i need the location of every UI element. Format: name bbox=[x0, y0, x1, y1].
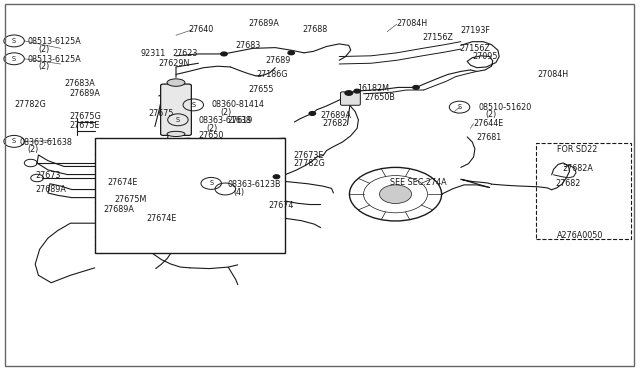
Text: (2): (2) bbox=[38, 62, 50, 71]
Text: 27682: 27682 bbox=[323, 119, 348, 128]
Text: 27655: 27655 bbox=[248, 85, 274, 94]
Text: (4): (4) bbox=[234, 188, 244, 197]
Text: 08363-6123B: 08363-6123B bbox=[227, 180, 281, 189]
Text: 27193F: 27193F bbox=[461, 26, 491, 35]
Text: 27689A: 27689A bbox=[104, 205, 134, 214]
Text: 27186G: 27186G bbox=[256, 70, 287, 79]
Text: 27689A: 27689A bbox=[248, 19, 279, 28]
Circle shape bbox=[273, 175, 280, 179]
Text: A276A0050: A276A0050 bbox=[557, 231, 603, 240]
Text: 27156Z: 27156Z bbox=[422, 33, 453, 42]
Text: S: S bbox=[458, 104, 461, 110]
Text: 08360-81414: 08360-81414 bbox=[211, 100, 264, 109]
Text: 27681: 27681 bbox=[477, 133, 502, 142]
Text: 27675M: 27675M bbox=[114, 195, 147, 203]
Text: 27682: 27682 bbox=[556, 179, 581, 187]
Text: 27674: 27674 bbox=[269, 201, 294, 210]
Text: S: S bbox=[209, 180, 213, 186]
Text: 27782G: 27782G bbox=[14, 100, 46, 109]
Text: 27683: 27683 bbox=[236, 41, 260, 50]
Text: 08363-61638: 08363-61638 bbox=[198, 116, 252, 125]
Text: SEE SEC.274A: SEE SEC.274A bbox=[390, 178, 447, 187]
Text: 27644E: 27644E bbox=[474, 119, 504, 128]
Text: FOR SD22: FOR SD22 bbox=[557, 145, 597, 154]
Text: (2): (2) bbox=[485, 110, 497, 119]
Text: 27650: 27650 bbox=[198, 131, 224, 140]
Text: 27095: 27095 bbox=[472, 52, 498, 61]
Circle shape bbox=[413, 86, 419, 89]
Text: S: S bbox=[12, 38, 16, 44]
Text: 27689A: 27689A bbox=[35, 185, 66, 194]
Text: S: S bbox=[12, 56, 16, 62]
Text: 92311: 92311 bbox=[141, 49, 166, 58]
Text: 08510-51620: 08510-51620 bbox=[479, 103, 532, 112]
Text: 27673: 27673 bbox=[35, 171, 61, 180]
Circle shape bbox=[288, 51, 294, 55]
Text: 27084H: 27084H bbox=[538, 70, 569, 79]
Text: 08363-61638: 08363-61638 bbox=[19, 138, 72, 147]
Text: (2): (2) bbox=[38, 45, 50, 54]
Text: 27640: 27640 bbox=[189, 25, 214, 34]
Circle shape bbox=[380, 185, 412, 203]
Text: 27683A: 27683A bbox=[64, 79, 95, 88]
Text: 27629N: 27629N bbox=[159, 60, 190, 68]
Text: 16182M: 16182M bbox=[357, 84, 389, 93]
Text: 27688: 27688 bbox=[302, 25, 327, 33]
Circle shape bbox=[354, 89, 360, 93]
Text: 27675E: 27675E bbox=[69, 121, 100, 130]
Text: S: S bbox=[176, 117, 180, 123]
Text: (2): (2) bbox=[206, 124, 218, 133]
Text: 27623: 27623 bbox=[173, 49, 198, 58]
Text: 27689: 27689 bbox=[266, 56, 291, 65]
FancyBboxPatch shape bbox=[161, 84, 191, 135]
Text: 27673E: 27673E bbox=[293, 151, 323, 160]
Text: 27782G: 27782G bbox=[293, 159, 325, 168]
Circle shape bbox=[309, 112, 316, 115]
Text: 27675G: 27675G bbox=[69, 112, 101, 121]
Bar bbox=[536, 143, 631, 239]
FancyBboxPatch shape bbox=[340, 92, 360, 105]
Text: 08513-6125A: 08513-6125A bbox=[28, 37, 81, 46]
Text: 27156Z: 27156Z bbox=[460, 44, 490, 53]
Text: 27674E: 27674E bbox=[146, 214, 176, 223]
Text: S: S bbox=[191, 102, 195, 108]
Text: 27650B: 27650B bbox=[365, 93, 396, 102]
Ellipse shape bbox=[167, 131, 185, 137]
Bar bbox=[95, 138, 285, 253]
Text: (2): (2) bbox=[221, 108, 232, 117]
Text: 27674E: 27674E bbox=[108, 178, 138, 187]
Text: (2): (2) bbox=[28, 145, 39, 154]
Text: S: S bbox=[12, 138, 16, 144]
Text: 27689A: 27689A bbox=[320, 111, 351, 120]
Text: 08513-6125A: 08513-6125A bbox=[28, 55, 81, 64]
Circle shape bbox=[221, 52, 227, 56]
Ellipse shape bbox=[167, 79, 185, 86]
Circle shape bbox=[345, 91, 353, 95]
Text: 27084H: 27084H bbox=[397, 19, 428, 28]
Text: 27689A: 27689A bbox=[69, 89, 100, 97]
Text: 27619: 27619 bbox=[227, 116, 253, 125]
Text: 27682A: 27682A bbox=[562, 164, 593, 173]
Text: 27675: 27675 bbox=[148, 109, 174, 118]
